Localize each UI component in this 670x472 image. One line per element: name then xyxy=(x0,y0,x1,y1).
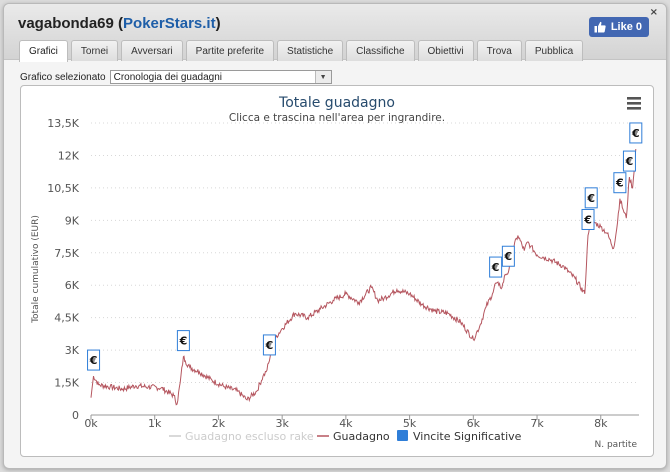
y-tick-label: 4,5K xyxy=(54,312,79,325)
svg-text:€: € xyxy=(491,261,500,274)
x-axis-title: N. partite xyxy=(595,440,638,450)
legend-rake-label: Guadagno escluso rake xyxy=(185,430,314,443)
tab-grafici[interactable]: Grafici xyxy=(19,40,68,62)
significant-win-marker[interactable]: € xyxy=(622,150,636,172)
svg-text:€: € xyxy=(615,177,624,190)
significant-win-marker[interactable]: € xyxy=(501,245,515,267)
y-tick-label: 13,5K xyxy=(47,117,79,130)
close-paren: ) xyxy=(215,15,221,32)
y-tick-label: 7,5K xyxy=(54,247,79,260)
significant-win-marker[interactable]: € xyxy=(489,256,503,278)
chart-menu-icon[interactable] xyxy=(627,97,641,110)
y-tick-label: 0 xyxy=(72,409,79,422)
tab-statistiche[interactable]: Statistiche xyxy=(277,40,344,61)
significant-win-marker[interactable]: € xyxy=(581,208,595,230)
username: vagabonda69 xyxy=(18,15,114,32)
y-tick-label: 3K xyxy=(65,344,80,357)
significant-win-marker[interactable]: € xyxy=(584,187,598,209)
chevron-down-icon: ▼ xyxy=(314,71,331,83)
significant-win-marker[interactable]: € xyxy=(613,172,627,194)
svg-text:€: € xyxy=(89,354,98,367)
tab-bar: Grafici Tornei Avversari Partite preferite S… xyxy=(19,40,584,62)
svg-text:€: € xyxy=(265,339,274,352)
significant-win-marker[interactable]: € xyxy=(176,330,190,352)
x-tick-label: 6k xyxy=(467,417,481,430)
chart-selector-label: Grafico selezionato xyxy=(20,71,106,83)
y-tick-label: 6K xyxy=(65,279,80,292)
series-line-guadagno xyxy=(90,148,637,406)
player-stats-window: vagabonda69 (PokerStars.it) × Like 0 Gra… xyxy=(3,3,667,469)
tab-obiettivi[interactable]: Obiettivi xyxy=(417,40,474,61)
chart-select-value: Cronologia dei guadagni xyxy=(113,71,223,83)
chart-subtitle: Clicca e trascina nell'area per ingrandi… xyxy=(229,112,445,124)
like-label: Like 0 xyxy=(610,21,642,33)
svg-text:€: € xyxy=(583,213,592,226)
legend-wins-swatch xyxy=(397,430,408,441)
tab-avversari[interactable]: Avversari xyxy=(121,40,183,61)
x-tick-label: 3k xyxy=(275,417,289,430)
y-axis-title: Totale cumulativo (EUR) xyxy=(31,215,41,324)
legend-guadagno-label: Guadagno xyxy=(333,430,390,443)
tab-pubblica[interactable]: Pubblica xyxy=(524,40,584,61)
x-tick-label: 4k xyxy=(339,417,353,430)
significant-win-marker[interactable]: € xyxy=(87,349,101,371)
x-tick-label: 2k xyxy=(212,417,226,430)
svg-text:€: € xyxy=(586,192,595,205)
facebook-like-button[interactable]: Like 0 xyxy=(588,17,649,37)
y-tick-label: 9K xyxy=(65,214,80,227)
tab-tornei[interactable]: Tornei xyxy=(70,40,119,61)
chart-select[interactable]: Cronologia dei guadagni ▼ xyxy=(109,70,332,84)
x-tick-label: 1k xyxy=(148,417,162,430)
x-tick-label: 7k xyxy=(530,417,544,430)
x-tick-label: 8k xyxy=(594,417,608,430)
chart-title: Totale guadagno xyxy=(278,95,395,111)
tab-partite-preferite[interactable]: Partite preferite xyxy=(185,40,275,61)
tab-trova[interactable]: Trova xyxy=(476,40,522,61)
close-icon[interactable]: × xyxy=(649,7,658,18)
window-titlebar: vagabonda69 (PokerStars.it) × Like 0 Gra… xyxy=(4,4,666,62)
legend-wins-label: Vincite Significative xyxy=(413,430,522,443)
svg-text:€: € xyxy=(504,250,513,263)
significant-win-marker[interactable]: € xyxy=(629,122,643,144)
window-title: vagabonda69 (PokerStars.it) xyxy=(18,15,221,32)
x-tick-label: 5k xyxy=(403,417,417,430)
chart-panel[interactable]: Totale guadagno Clicca e trascina nell'ar… xyxy=(20,85,654,457)
significant-win-marker[interactable]: € xyxy=(262,334,276,356)
x-tick-label: 0k xyxy=(84,417,98,430)
y-tick-label: 12K xyxy=(58,149,80,162)
y-tick-label: 10,5K xyxy=(47,182,79,195)
open-paren: ( xyxy=(118,15,124,32)
site-link[interactable]: PokerStars.it xyxy=(123,15,216,32)
thumbs-up-icon xyxy=(594,21,606,33)
chart-selector-row: Grafico selezionato Cronologia dei guada… xyxy=(20,70,332,84)
svg-text:€: € xyxy=(631,127,640,140)
tab-classifiche[interactable]: Classifiche xyxy=(346,40,415,61)
y-tick-label: 1,5K xyxy=(54,377,79,390)
svg-text:€: € xyxy=(179,335,188,348)
svg-text:€: € xyxy=(625,155,634,168)
